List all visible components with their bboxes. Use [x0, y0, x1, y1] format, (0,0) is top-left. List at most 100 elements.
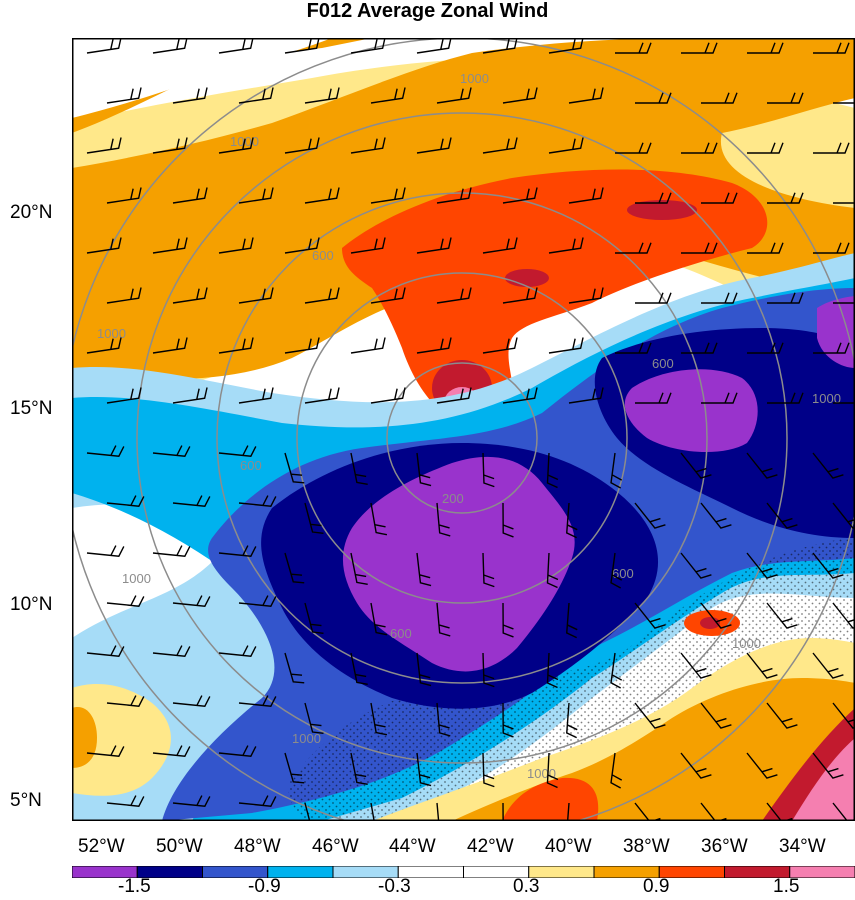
- wind-barb: [635, 92, 672, 104]
- wind-barb: [436, 802, 440, 821]
- wind-barb: [568, 387, 604, 404]
- wind-barb: [106, 87, 142, 104]
- wind-barb: [152, 445, 191, 457]
- wind-barb: [172, 87, 208, 104]
- wind-barb: [86, 745, 125, 757]
- wind-barb: [218, 237, 254, 254]
- wind-barb: [238, 695, 277, 707]
- wind-barb: [767, 192, 804, 204]
- wind-barb: [766, 502, 798, 529]
- wind-barb: [566, 602, 578, 639]
- wind-barb: [284, 237, 320, 254]
- wind-barb: [832, 702, 855, 729]
- wind-barb: [615, 142, 652, 154]
- wind-barb: [482, 752, 495, 788]
- wind-barb: [218, 745, 257, 757]
- wind-barb: [681, 342, 718, 354]
- wind-barb: [218, 38, 254, 54]
- lon-label-44w: 44°W: [389, 836, 436, 857]
- wind-barb: [350, 452, 368, 486]
- wind-barb: [350, 652, 368, 686]
- wind-barb: [350, 237, 386, 254]
- wind-barb: [436, 502, 451, 537]
- wind-barb: [546, 752, 559, 789]
- wind-barb: [767, 92, 804, 104]
- wind-barb: [238, 187, 274, 204]
- lat-label-20n: 20°N: [10, 202, 53, 223]
- wind-barb: [106, 387, 142, 404]
- wind-barb: [218, 137, 254, 154]
- wind-barb: [238, 795, 277, 807]
- colorbar: [72, 866, 855, 878]
- wind-barb: [482, 652, 495, 688]
- contour-fill-southeast-yellow: [72, 683, 171, 796]
- wind-barb: [701, 192, 738, 204]
- wind-barb: [370, 387, 406, 404]
- wind-barb: [548, 237, 584, 254]
- wind-barb: [284, 452, 305, 484]
- wind-barb: [482, 552, 495, 588]
- wind-barb: [416, 752, 432, 787]
- lat-label-5n: 5°N: [10, 790, 42, 811]
- wind-barb: [304, 387, 340, 404]
- wind-barb: [701, 292, 738, 304]
- colorbar-label-0-3: 0.3: [513, 876, 540, 897]
- contour-fill-trough-purple-core: [342, 456, 575, 672]
- wind-barb: [681, 242, 718, 254]
- lon-label-50w: 50°W: [156, 836, 203, 857]
- lat-label-10n: 10°N: [10, 594, 53, 615]
- range-ring-label-1000-e: 1000: [732, 636, 761, 651]
- wind-barb: [416, 652, 432, 687]
- wind-barb: [304, 502, 324, 535]
- range-ring-label-1000-sw: 1000: [122, 571, 151, 586]
- wind-barb: [106, 495, 145, 507]
- wind-barb: [813, 242, 850, 254]
- wind-barb: [548, 337, 584, 354]
- wind-barb: [680, 652, 712, 679]
- wind-barb: [701, 92, 738, 104]
- wind-barb: [832, 502, 855, 529]
- wind-barb: [284, 752, 305, 784]
- range-ring-label-600-se: 600: [612, 566, 634, 581]
- lon-label-34w: 34°W: [779, 836, 826, 857]
- wind-barb: [304, 87, 340, 104]
- wind-barb: [502, 702, 514, 738]
- wind-barb: [767, 292, 804, 304]
- wind-barb: [436, 387, 472, 404]
- wind-barb: [833, 302, 855, 304]
- wind-barb: [502, 387, 538, 404]
- wind-barb: [238, 387, 274, 404]
- wind-barb: [502, 287, 538, 304]
- range-ring-label-1000-ne: 1000: [812, 391, 841, 406]
- wind-barb: [482, 452, 495, 488]
- wind-barb: [218, 445, 257, 457]
- wind-barb: [833, 202, 855, 204]
- lon-label-52w: 52°W: [78, 836, 125, 857]
- colorbar-label-neg0-3: -0.3: [378, 876, 411, 897]
- wind-barb: [86, 137, 122, 154]
- wind-barb: [766, 602, 798, 629]
- wind-barb: [106, 187, 142, 204]
- wind-barb: [813, 42, 850, 54]
- wind-barb: [416, 137, 452, 154]
- wind-barb: [812, 452, 844, 479]
- wind-barb: [502, 802, 504, 821]
- wind-barb: [152, 237, 188, 254]
- wind-barb: [615, 242, 652, 254]
- range-ring-label-1000-n: 1000: [460, 71, 489, 86]
- wind-barb: [812, 552, 844, 579]
- wind-barb: [747, 42, 784, 54]
- range-ring-label-1000-se: 1000: [527, 766, 556, 781]
- range-ring-400: [296, 272, 628, 604]
- wind-barb: [86, 337, 122, 354]
- wind-barb: [86, 38, 122, 54]
- wind-barb: [370, 802, 375, 821]
- wind-barb: [681, 142, 718, 154]
- wind-barb: [700, 702, 732, 729]
- wind-barb: [767, 392, 804, 404]
- wind-barb: [172, 387, 208, 404]
- wind-barb: [86, 545, 125, 557]
- colorbar-label-neg0-9: -0.9: [248, 876, 281, 897]
- wind-barb: [370, 502, 388, 536]
- wind-barb: [610, 452, 623, 489]
